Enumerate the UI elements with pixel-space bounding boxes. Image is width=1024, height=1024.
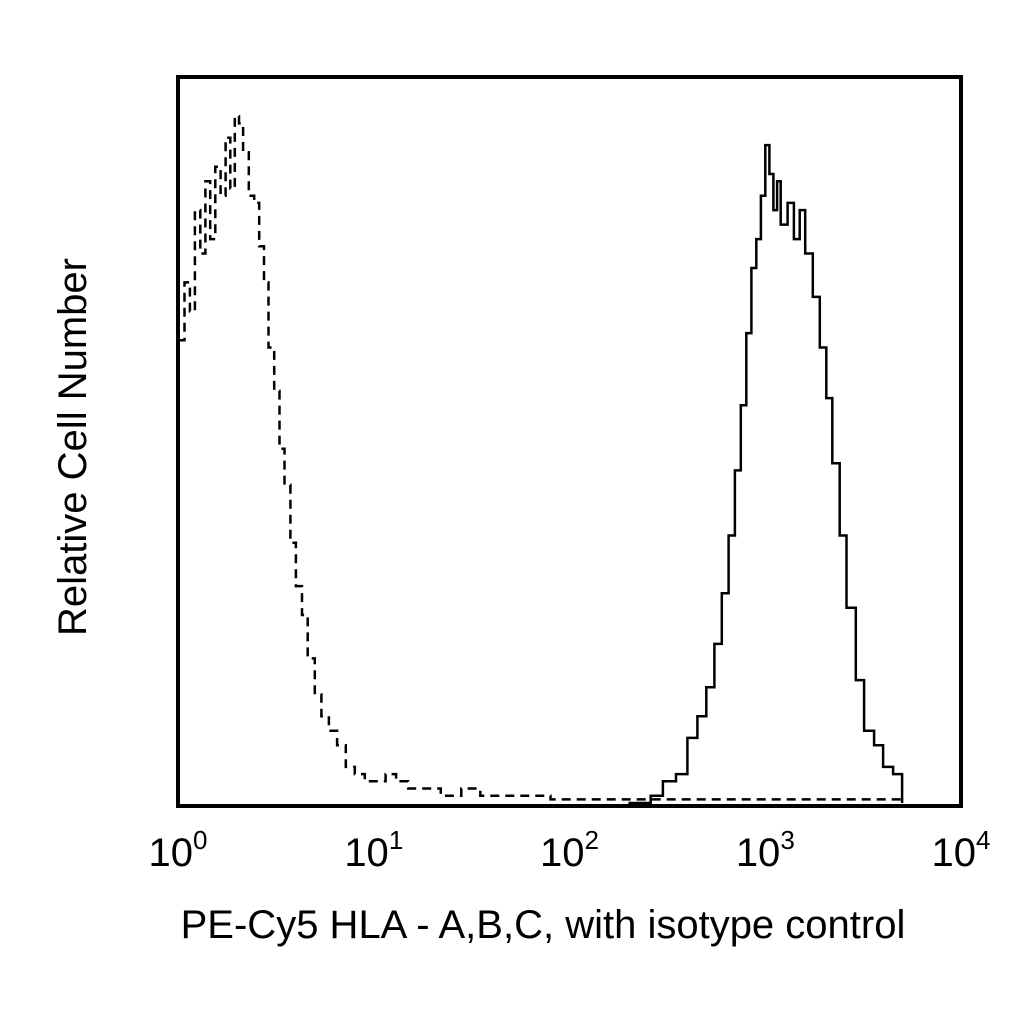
- x-tick-base: 10: [932, 831, 977, 875]
- x-tick-label: 103: [736, 825, 795, 875]
- x-tick-exponent: 0: [193, 825, 207, 855]
- y-axis-title: Relative Cell Number: [51, 258, 95, 636]
- plot-area: [176, 75, 963, 808]
- x-tick-exponent: 2: [585, 825, 599, 855]
- x-axis-title: PE-Cy5 HLA - A,B,C, with isotype control: [181, 903, 906, 947]
- x-tick-label: 104: [932, 825, 991, 875]
- x-tick-label: 100: [149, 825, 208, 875]
- x-tick-exponent: 1: [389, 825, 403, 855]
- x-tick-exponent: 4: [976, 825, 990, 855]
- x-tick-base: 10: [344, 831, 389, 875]
- x-tick-label: 101: [344, 825, 403, 875]
- isotype-control-histogram-line: [178, 114, 903, 801]
- series-layer: [178, 114, 904, 805]
- x-tick-exponent: 3: [780, 825, 794, 855]
- x-tick-base: 10: [540, 831, 585, 875]
- hla-abc-histogram-line: [628, 143, 904, 805]
- x-tick-labels: 100 101 102 103 104: [149, 825, 991, 875]
- x-tick-base: 10: [149, 831, 194, 875]
- x-tick-label: 102: [540, 825, 599, 875]
- x-tick-base: 10: [736, 831, 781, 875]
